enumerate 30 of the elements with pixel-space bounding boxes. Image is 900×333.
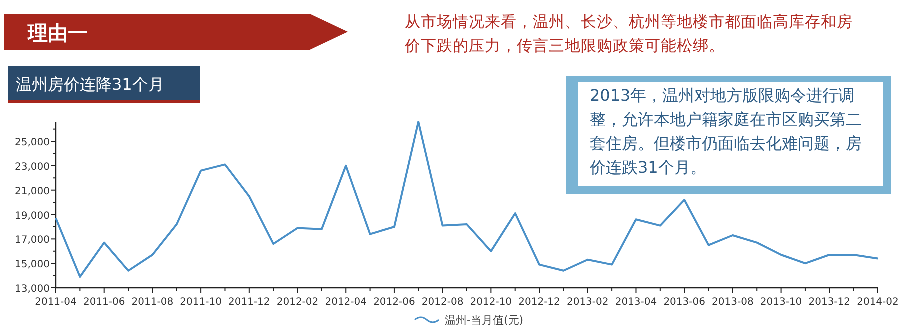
x-tick-label: 2013-02	[566, 297, 609, 308]
x-tick-label: 2013-06	[664, 297, 706, 308]
x-tick-label: 2013-12	[808, 297, 851, 308]
y-tick-label: 21,000	[15, 186, 50, 198]
x-tick-label: 2013-08	[712, 297, 754, 308]
y-tick-label: 13,000	[15, 284, 50, 295]
x-tick-label: 2011-08	[132, 297, 174, 308]
y-tick-label: 19,000	[15, 210, 50, 222]
y-tick-label: 17,000	[15, 235, 50, 246]
x-tick-label: 2011-10	[180, 297, 222, 308]
text: 理由一	[27, 21, 88, 45]
x-tick-label: 2013-10	[760, 297, 802, 308]
y-tick-label: 15,000	[15, 260, 50, 271]
x-tick-label: 2011-06	[83, 297, 126, 308]
x-tick-label: 2012-02	[276, 297, 319, 308]
chart-title: 温州房价连降31个月	[16, 75, 164, 94]
y-tick-label: 25,000	[15, 138, 50, 149]
annotation: 2013年，温州对地方版限购令进行调整，允许本地户籍家庭在市区购买第二套住房。但楼市仍面临去化难问题，房价连跌31个月。	[590, 85, 863, 179]
y-tick-label: 23,000	[15, 162, 50, 173]
x-tick-label: 2012-08	[422, 297, 464, 308]
x-tick-label: 2011-12	[228, 297, 270, 308]
legend-label: 温州-当月值(元)	[445, 314, 524, 327]
x-tick-label: 2014-02	[857, 297, 899, 308]
x-tick-label: 2012-10	[470, 297, 512, 308]
x-tick-label: 2011-04	[35, 297, 77, 308]
x-tick-label: 2012-12	[518, 297, 560, 308]
x-tick-label: 2013-04	[615, 297, 658, 308]
text: 从市场情况来看，温州、长沙、杭州等地楼市都面临高库存和房价下跌的压力，传言三地限购政策可能松绑。	[405, 12, 854, 57]
x-tick-label: 2012-06	[374, 297, 416, 308]
x-tick-label: 2012-04	[325, 297, 368, 308]
